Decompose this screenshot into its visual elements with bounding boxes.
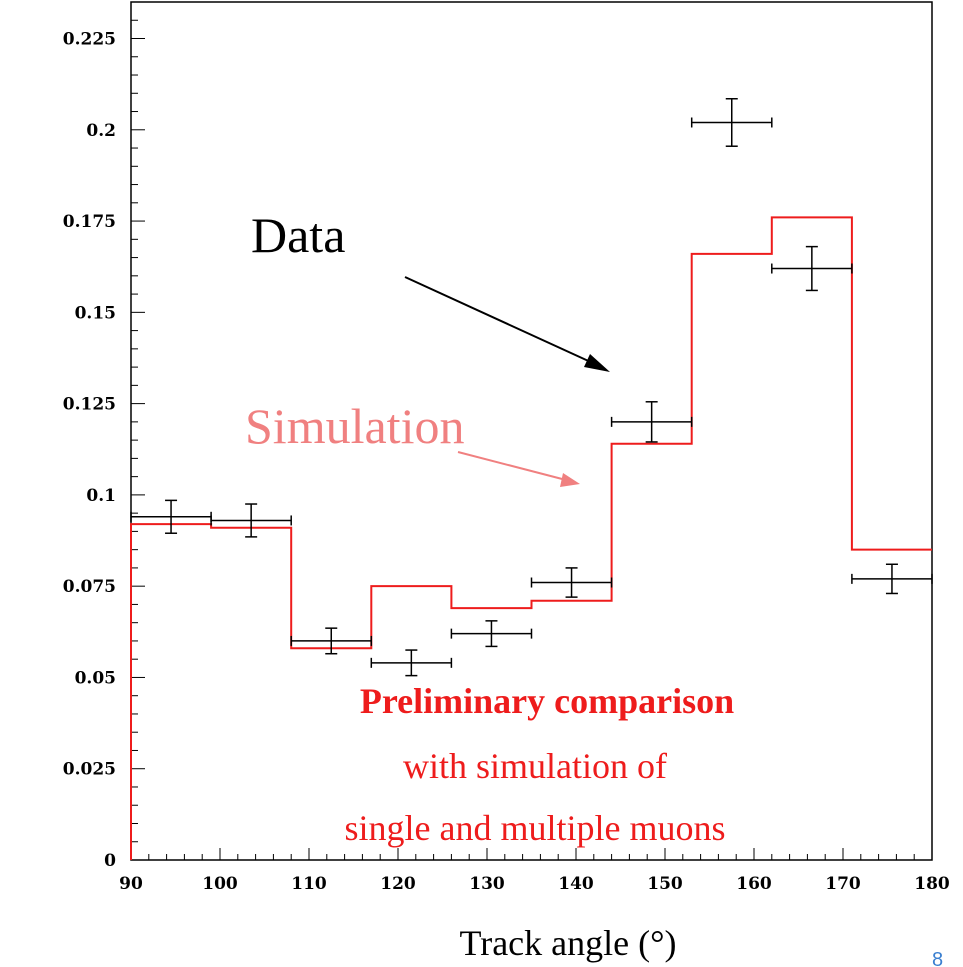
y-tick-label: 0.175 xyxy=(63,212,116,232)
y-tick-label: 0.225 xyxy=(63,30,116,50)
data-arrow xyxy=(404,276,610,372)
data-label: Data xyxy=(251,207,345,263)
x-tick-label: 140 xyxy=(558,874,594,894)
x-tick-label: 100 xyxy=(202,874,238,894)
data-point xyxy=(370,649,453,677)
data-point xyxy=(450,620,533,648)
x-tick-label: 180 xyxy=(914,874,950,894)
x-axis-label: Track angle (°) xyxy=(459,923,676,963)
plot-frame xyxy=(130,1,933,861)
x-tick-label: 130 xyxy=(469,874,505,894)
note-line-2: with simulation of xyxy=(403,746,667,786)
simulation-step-line xyxy=(130,216,932,860)
y-tick-label: 0.05 xyxy=(75,668,116,688)
x-tick-label: 150 xyxy=(647,874,683,894)
data-point xyxy=(530,567,613,598)
x-tick-label: 170 xyxy=(825,874,861,894)
data-point xyxy=(690,98,773,147)
y-tick-label: 0.1 xyxy=(86,486,116,506)
data-point xyxy=(610,401,693,443)
simulation-arrow xyxy=(457,451,580,487)
x-tick-label: 160 xyxy=(736,874,772,894)
simulation-label: Simulation xyxy=(245,398,464,454)
data-point xyxy=(851,563,933,595)
note-title: Preliminary comparison xyxy=(360,681,734,721)
y-tick-label: 0.025 xyxy=(63,760,116,780)
x-tick-label: 120 xyxy=(380,874,416,894)
data-series xyxy=(130,98,933,677)
page-number: 8 xyxy=(932,949,943,967)
y-tick-label: 0 xyxy=(104,851,116,871)
x-tick-label: 90 xyxy=(119,874,143,894)
axis-ticks xyxy=(130,19,933,861)
data-point xyxy=(290,627,373,655)
data-point xyxy=(130,499,212,534)
data-point xyxy=(210,503,292,538)
y-tick-label: 0.075 xyxy=(63,577,116,597)
simulation-series xyxy=(130,216,932,860)
y-tick-label: 0.125 xyxy=(63,395,116,415)
data-point xyxy=(771,245,853,292)
y-tick-label: 0.15 xyxy=(75,303,116,323)
note-line-3: single and multiple muons xyxy=(345,808,726,848)
y-tick-label: 0.2 xyxy=(86,121,116,141)
x-tick-labels: 90 100 110 120 130 140 150 160 170 180 xyxy=(119,874,950,894)
x-tick-label: 110 xyxy=(291,874,327,894)
y-tick-labels: 0 0.025 0.05 0.075 0.1 0.125 0.15 0.175 0.2 0.225 xyxy=(63,30,116,871)
